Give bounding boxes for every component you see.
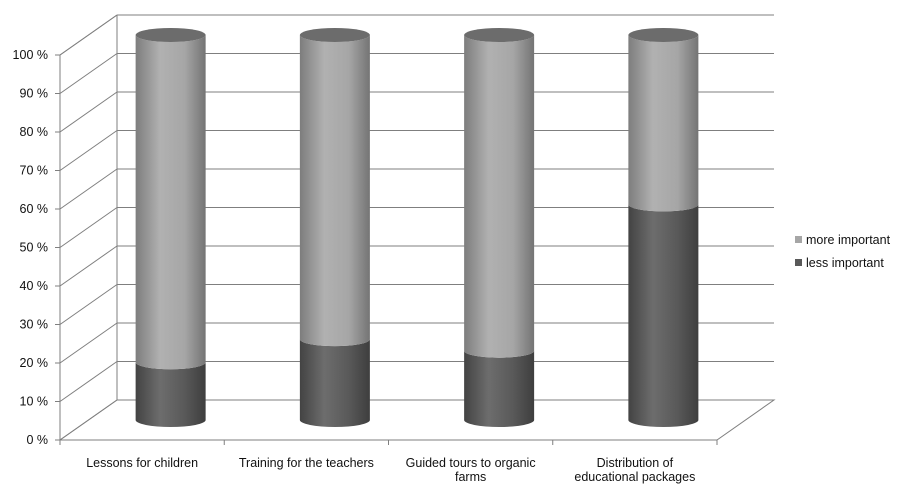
gridline-diagonal (59, 399, 118, 441)
gridline-diagonal (59, 14, 118, 56)
bar-segment-less-important (299, 339, 370, 428)
gridline-diagonal (59, 53, 118, 94)
y-tick-label: 100 % (13, 48, 48, 62)
legend-label: less important (806, 256, 884, 270)
bars (135, 28, 699, 428)
y-tick-label: 60 % (20, 202, 49, 216)
legend-swatch (795, 236, 802, 243)
y-tick-label: 80 % (20, 125, 49, 139)
gridline-diagonal (59, 284, 118, 325)
bar-cap (464, 28, 535, 42)
bar-segment-less-important (464, 350, 535, 428)
y-tick-label: 90 % (20, 87, 49, 101)
gridline-diagonal (59, 322, 118, 364)
y-tick-label: 50 % (20, 241, 49, 255)
y-tick-label: 0 % (26, 433, 48, 447)
gridline-diagonal (59, 207, 118, 248)
bar-segment-more-important (628, 35, 699, 212)
x-category-label: Lessons for children (86, 456, 198, 470)
y-tick-label: 40 % (20, 279, 49, 293)
y-tick-label: 30 % (20, 318, 49, 332)
x-axis: Lessons for children Training for the tea… (59, 440, 718, 484)
bar-cap (135, 28, 206, 42)
legend-swatch (795, 259, 802, 266)
bar-cap (299, 28, 370, 42)
gridline-diagonal (59, 245, 118, 287)
gridline-diagonal (59, 361, 118, 402)
legend: more important less important (795, 233, 891, 270)
y-axis: 0 % 10 % 20 % 30 % 40 % 50 % 60 % 70 % 80 % 90 % 1… (13, 48, 60, 447)
y-tick-label: 70 % (20, 164, 49, 178)
bar-segment-less-important (135, 362, 206, 428)
bar-cap (628, 28, 699, 42)
x-category-label: Guided tours to organic farms (406, 456, 536, 484)
x-category-label: Training for the teachers (239, 456, 374, 470)
y-tick-label: 10 % (20, 395, 49, 409)
bar-segment-more-important (299, 35, 370, 347)
x-category-label: Distribution of educational packages (574, 456, 695, 484)
gridline-diagonal (59, 168, 118, 210)
bar-segment-more-important (135, 35, 206, 370)
gridline-diagonal (59, 91, 118, 133)
gridline-diagonal (59, 130, 118, 171)
legend-label: more important (806, 233, 891, 247)
bar-segment-less-important (628, 204, 699, 428)
bar-segment-more-important (464, 35, 535, 358)
y-tick-label: 20 % (20, 356, 49, 370)
